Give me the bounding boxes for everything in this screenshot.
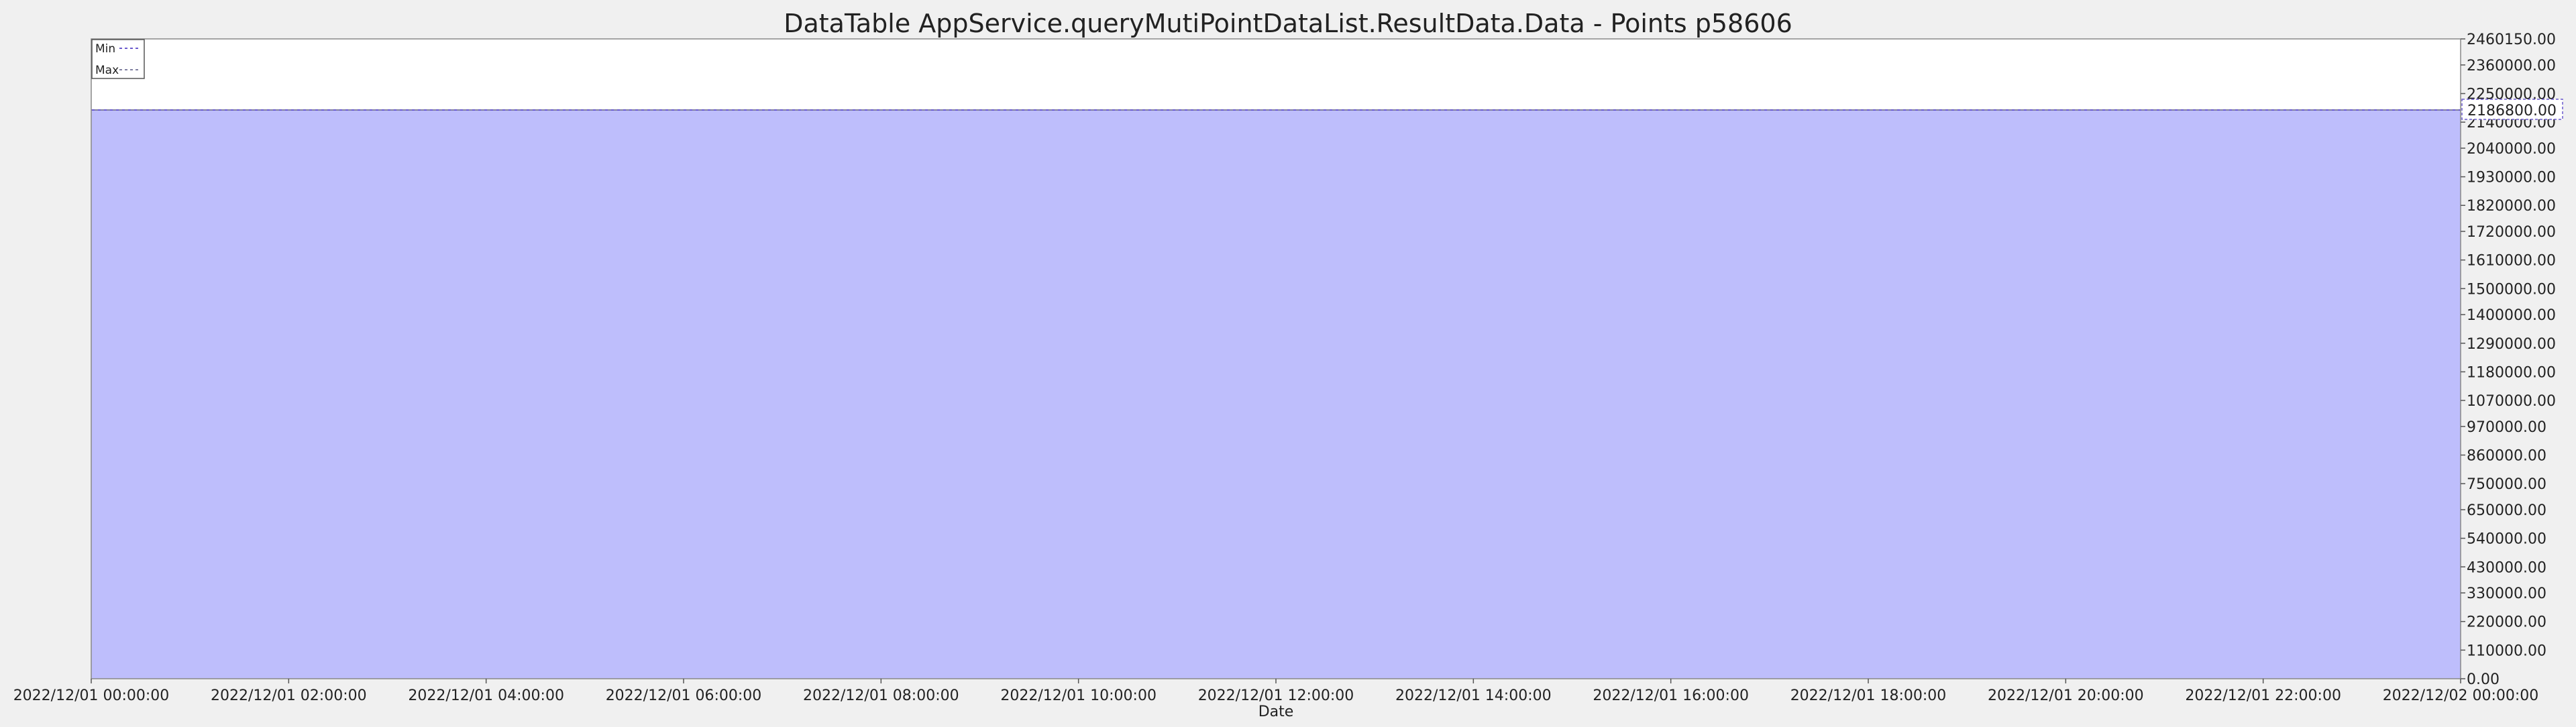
- y-tick-label: 1500000.00: [2467, 281, 2556, 298]
- y-tick-label: 220000.00: [2467, 614, 2546, 631]
- y-tick-label: 430000.00: [2467, 559, 2546, 576]
- y-tick-label: 1610000.00: [2467, 253, 2556, 270]
- x-tick-label: 2022/12/01 06:00:00: [606, 687, 762, 704]
- y-tick-label: 110000.00: [2467, 642, 2546, 659]
- x-tick-label: 2022/12/01 14:00:00: [1395, 687, 1552, 704]
- x-tick-label: 2022/12/01 00:00:00: [13, 687, 170, 704]
- x-tick-label: 2022/12/01 04:00:00: [408, 687, 564, 704]
- y-tick-label: 1820000.00: [2467, 198, 2556, 215]
- legend-label-max: Max: [95, 64, 119, 77]
- y-tick-label: 860000.00: [2467, 448, 2546, 465]
- x-tick-label: 2022/12/01 10:00:00: [1000, 687, 1157, 704]
- x-tick-label: 2022/12/01 08:00:00: [803, 687, 959, 704]
- x-tick-label: 2022/12/01 22:00:00: [2185, 687, 2341, 704]
- y-tick-label: 970000.00: [2467, 419, 2546, 436]
- y-tick-label: 540000.00: [2467, 531, 2546, 548]
- y-tick-label: 1070000.00: [2467, 393, 2556, 410]
- y-tick-label: 330000.00: [2467, 585, 2546, 602]
- y-tick-label: 2460150.00: [2467, 32, 2556, 48]
- x-tick-label: 2022/12/01 18:00:00: [1790, 687, 1947, 704]
- value-marker: 2186800.00: [2461, 99, 2563, 120]
- y-tick-label: 1930000.00: [2467, 170, 2556, 186]
- legend-label-min: Min: [95, 42, 115, 56]
- area-layer: [91, 110, 2461, 679]
- legend: Min Max: [91, 39, 145, 79]
- x-tick-label: 2022/12/01 12:00:00: [1198, 687, 1354, 704]
- y-tick-label: 1400000.00: [2467, 307, 2556, 324]
- y-axis: 0.00 110000.00 220000.00 330000.00 430000.00…: [2461, 32, 2556, 688]
- y-tick-label: 750000.00: [2467, 476, 2546, 493]
- y-tick-label: 1180000.00: [2467, 364, 2556, 381]
- area-fill: [91, 110, 2461, 679]
- legend-box: [91, 39, 145, 79]
- x-tick-label: 2022/12/01 16:00:00: [1593, 687, 1749, 704]
- x-axis-label: Date: [1258, 704, 1294, 720]
- y-tick-label: 1720000.00: [2467, 224, 2556, 241]
- y-tick-label: 1290000.00: [2467, 336, 2556, 353]
- y-tick-label: 0.00: [2467, 671, 2500, 688]
- x-tick-label: 2022/12/01 02:00:00: [211, 687, 367, 704]
- x-tick-label: 2022/12/01 20:00:00: [1988, 687, 2144, 704]
- y-tick-label: 650000.00: [2467, 502, 2546, 519]
- x-axis: 2022/12/01 00:00:00 2022/12/01 02:00:00 20…: [13, 679, 2539, 704]
- value-marker-box: [2461, 99, 2563, 120]
- y-tick-label: 2360000.00: [2467, 58, 2556, 74]
- x-tick-label: 2022/12/02 00:00:00: [2383, 687, 2539, 704]
- y-tick-label: 2040000.00: [2467, 141, 2556, 158]
- value-marker-label: 2186800.00: [2467, 103, 2557, 119]
- chart-title: DataTable AppService.queryMutiPointDataL…: [784, 9, 1792, 38]
